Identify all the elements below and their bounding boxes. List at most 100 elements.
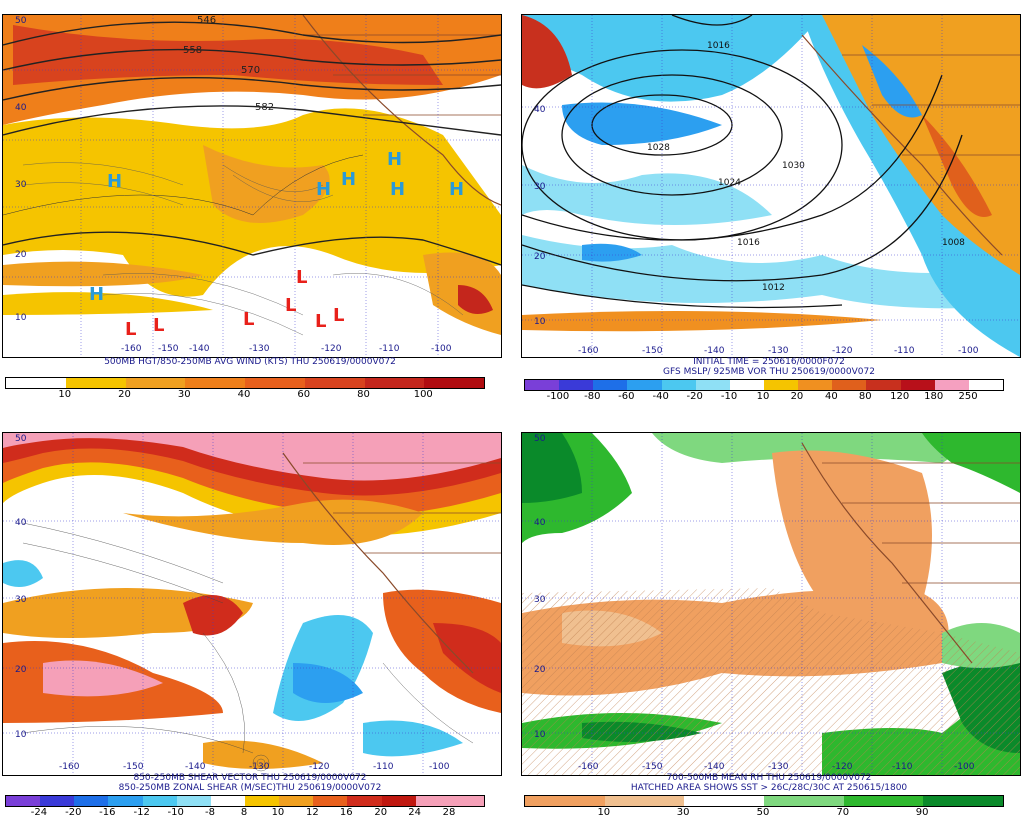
colorbar-swatch <box>65 378 126 388</box>
high-pressure-marker: H <box>390 179 405 200</box>
low-pressure-marker: L <box>153 315 164 336</box>
colorbar-swatch <box>74 796 109 806</box>
colorbar-swatch <box>108 796 143 806</box>
lon-label: -100 <box>431 344 452 354</box>
colorbar-tick: 20 <box>790 391 804 402</box>
colorbar-tick: 16 <box>339 807 353 818</box>
colorbar-swatch <box>695 380 730 390</box>
colorbar-swatch <box>763 380 799 390</box>
colorbar-tick: -16 <box>99 807 116 818</box>
lat-label: 40 <box>15 518 27 528</box>
colorbar-swatch <box>627 380 662 390</box>
colorbar-tick: 10 <box>597 807 611 818</box>
colorbar <box>5 795 485 807</box>
lat-label: 30 <box>15 180 27 190</box>
colorbar-tick: 90 <box>915 807 929 818</box>
colorbar-swatch <box>934 380 969 390</box>
high-pressure-marker: H <box>316 179 331 200</box>
lon-label: -160 <box>121 344 142 354</box>
lon-label: -100 <box>429 762 450 772</box>
colorbar-tick: 40 <box>237 389 251 400</box>
high-pressure-marker: H <box>449 179 464 200</box>
lat-label: 20 <box>534 665 546 675</box>
map-mslp-vorticity: 40 30 20 10 -160 -150 -140 -130 -120 -11… <box>521 14 1021 358</box>
colorbar-ticks: -24 -20 -16 -12 -10 -8 8 10 12 16 20 24 … <box>5 807 483 819</box>
lat-label: 10 <box>15 313 27 323</box>
colorbar-swatch <box>313 796 348 806</box>
colorbar-tick: -60 <box>618 391 635 402</box>
lon-label: -160 <box>578 346 599 356</box>
lat-label: 40 <box>15 103 27 113</box>
lat-label: 40 <box>534 105 546 115</box>
lon-label: -120 <box>321 344 342 354</box>
colorbar-swatch <box>900 380 935 390</box>
low-pressure-marker: L <box>315 311 326 332</box>
lat-label: 30 <box>15 595 27 605</box>
colorbar-tick: 10 <box>271 807 285 818</box>
colorbar-swatch <box>832 380 867 390</box>
colorbar-tick: -8 <box>205 807 216 818</box>
colorbar-swatch <box>968 380 1003 390</box>
lat-label: 10 <box>15 730 27 740</box>
lon-label: -130 <box>768 762 789 772</box>
lon-label: -110 <box>894 346 915 356</box>
lon-label: -130 <box>249 344 270 354</box>
low-pressure-marker: L <box>243 309 254 330</box>
colorbar-tick: -40 <box>652 391 669 402</box>
high-pressure-marker: H <box>107 171 122 192</box>
colorbar-swatch <box>6 796 41 806</box>
colorbar-swatch <box>525 380 560 390</box>
map-canvas-rh: 50 40 30 20 10 -160 -150 -140 -130 -120 … <box>522 433 1020 775</box>
colorbar-swatch <box>125 378 186 388</box>
lon-label: -120 <box>832 762 853 772</box>
colorbar <box>524 795 1004 807</box>
lat-label: 20 <box>534 252 546 262</box>
contour-label: 558 <box>183 45 202 56</box>
lon-label: -120 <box>309 762 330 772</box>
lat-label: 30 <box>534 595 546 605</box>
colorbar-tick: -12 <box>133 807 150 818</box>
colorbar-tick: -20 <box>65 807 82 818</box>
lon-label: -140 <box>189 344 210 354</box>
colorbar-swatch <box>449 796 484 806</box>
lon-label: -110 <box>892 762 913 772</box>
colorbar-swatch <box>244 796 280 806</box>
colorbar-swatch <box>381 796 416 806</box>
low-pressure-marker: L <box>285 295 296 316</box>
colorbar-tick: -24 <box>30 807 48 818</box>
colorbar-ticks: -100 -80 -60 -40 -20 -10 10 20 40 80 120… <box>524 391 1002 403</box>
colorbar-tick: 100 <box>413 389 433 400</box>
lon-label: -160 <box>578 762 599 772</box>
colorbar-tick: 180 <box>924 391 944 402</box>
colorbar-tick: 20 <box>374 807 388 818</box>
colorbar-tick: 30 <box>177 389 191 400</box>
low-pressure-marker: L <box>333 305 344 326</box>
lat-label: 50 <box>15 16 27 26</box>
colorbar-swatch <box>176 796 211 806</box>
isobar-label: 1028 <box>647 143 670 153</box>
low-pressure-marker: L <box>296 267 307 288</box>
colorbar-swatch <box>415 796 450 806</box>
lon-label: -160 <box>59 762 80 772</box>
colorbar-tick: 28 <box>442 807 456 818</box>
map-mean-rh: 50 40 30 20 10 -160 -150 -140 -130 -120 … <box>521 432 1021 776</box>
panel-caption: 700-500MB MEAN RH THU 250619/0000V072 <box>666 773 872 783</box>
high-pressure-marker: H <box>89 284 104 305</box>
colorbar <box>524 379 1004 391</box>
colorbar <box>5 377 485 389</box>
lon-label: -140 <box>185 762 206 772</box>
panel-caption: 850-250MB ZONAL SHEAR (M/SEC)THU 250619/… <box>118 783 382 793</box>
colorbar-tick: 8 <box>240 807 248 818</box>
contour-label: 546 <box>197 15 216 26</box>
map-canvas-mslp: 40 30 20 10 -160 -150 -140 -130 -120 -11… <box>522 15 1020 357</box>
isobar-label: 1016 <box>737 238 760 248</box>
colorbar-swatch <box>525 796 605 806</box>
colorbar-tick: 40 <box>824 391 838 402</box>
lon-label: -100 <box>954 762 975 772</box>
panel-caption: 500MB HGT/850-250MB AVG WIND (KTS) THU 2… <box>104 357 396 367</box>
lon-label: -120 <box>832 346 853 356</box>
isobar-label: 1024 <box>718 178 741 188</box>
high-pressure-marker: H <box>387 149 402 170</box>
colorbar-ticks: 10 20 30 40 60 80 100 <box>5 389 483 401</box>
colorbar-swatch <box>304 378 365 388</box>
